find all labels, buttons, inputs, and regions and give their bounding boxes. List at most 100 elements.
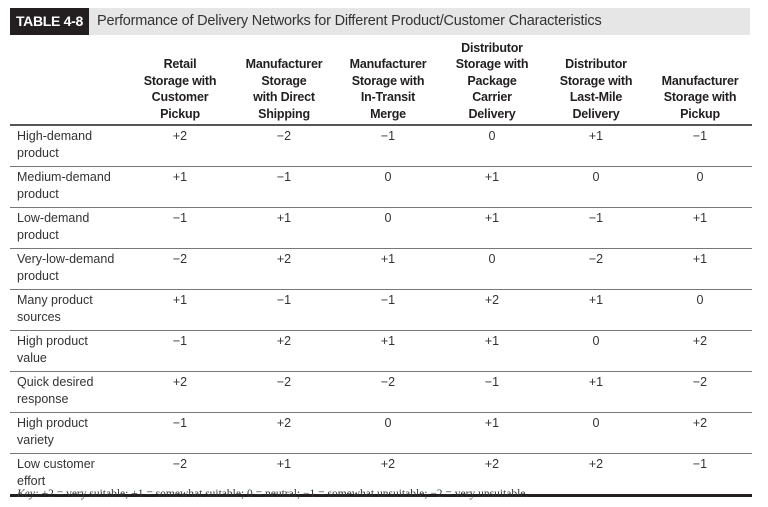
column-header-line: Merge [370,106,406,121]
rating-cell: +2 [232,412,336,454]
rating-cell: +1 [232,453,336,497]
rating-cell: −1 [128,330,232,372]
rating-cell: +1 [128,289,232,331]
column-header-line: Storage with [143,73,217,88]
table-row: Medium-demand product +1 −1 0 +1 0 0 [10,166,752,208]
table-row: High-demand product +2 −2 −1 0 +1 −1 [10,125,752,167]
table-key: Key: +2 = very suitable; +1 = somewhat s… [17,488,528,500]
rating-cell: −2 [128,453,232,497]
row-label-line: product [17,146,59,160]
rating-cell: +2 [232,248,336,290]
row-label-line: product [17,228,59,242]
column-header-line: Delivery [572,106,620,121]
row-label-line: product [17,269,59,283]
column-header-line: Carrier [472,90,512,104]
row-label: Many product sources [10,289,128,331]
column-header: Distributor Storage with Last-Mile Delivery [544,37,648,126]
table-row: Very-low-demand product −2 +2 +1 0 −2 +1 [10,248,752,290]
table-row: Quick desired response +2 −2 −2 −1 +1 −2 [10,371,752,413]
column-header-line: Pickup [680,106,720,121]
rating-cell: +1 [440,412,544,454]
row-label-line: Low-demand [17,211,90,225]
rating-cell: −1 [648,125,752,167]
column-header-line: Storage [261,73,307,88]
column-header-line: Customer [151,90,209,104]
rating-cell: +1 [440,166,544,208]
column-header-line: Shipping [258,106,310,121]
rating-cell: +2 [648,412,752,454]
row-label: Medium-demand product [10,166,128,208]
column-header: Manufacturer Storage with In-Transit Merge [336,37,440,126]
header-row: Retail Storage with Customer Pickup Manufact… [10,37,752,126]
rating-cell: −1 [128,207,232,249]
header-corner [10,37,128,126]
rating-cell: +1 [128,166,232,208]
column-header-line: Package [467,73,517,88]
rating-cell: +1 [544,289,648,331]
row-label-line: Medium-demand [17,170,111,184]
row-label: Low-demand product [10,207,128,249]
rating-cell: +2 [440,453,544,497]
rating-cell: +1 [336,330,440,372]
table-title: Performance of Delivery Networks for Dif… [97,13,602,29]
rating-cell: 0 [336,412,440,454]
rating-cell: −2 [336,371,440,413]
column-header-line: Manufacturer [661,73,739,88]
rating-cell: −1 [648,453,752,497]
rating-cell: −1 [128,412,232,454]
column-header-line: Storage with [559,73,633,88]
rating-cell: 0 [440,248,544,290]
rating-cell: 0 [544,412,648,454]
rating-cell: −2 [128,248,232,290]
column-header-line: Storage with [455,57,529,71]
rating-cell: +1 [440,207,544,249]
rating-cell: +1 [336,248,440,290]
column-header-line: Retail [163,57,197,71]
rating-cell: 0 [336,207,440,249]
key-text: +2 = very suitable; +1 = somewhat suitab… [38,488,529,500]
table-row: Many product sources +1 −1 −1 +2 +1 0 [10,289,752,331]
rating-cell: −1 [232,289,336,331]
table-title-bar: TABLE 4-8 Performance of Delivery Networ… [10,8,750,35]
row-label-line: Low customer [17,457,95,471]
row-label-line: High-demand [17,129,93,143]
column-header-line: Distributor [461,40,523,55]
rating-cell: −1 [544,207,648,249]
row-label-line: High product [17,416,88,430]
rating-cell: +2 [544,453,648,497]
row-label-line: Quick desired [17,375,94,389]
rating-cell: +2 [128,371,232,413]
row-label: Low customer effort [10,453,128,497]
column-header-line: In-Transit [360,90,416,104]
column-header-line: with Direct [253,90,315,104]
rating-cell: −1 [336,125,440,167]
rating-cell: +1 [544,371,648,413]
rating-cell: 0 [648,166,752,208]
rating-cell: 0 [440,125,544,167]
rating-cell: +1 [440,330,544,372]
rating-cell: +2 [128,125,232,167]
row-label-line: Very-low-demand [17,252,115,266]
rating-cell: +2 [648,330,752,372]
row-label-line: value [17,351,47,365]
column-header: Distributor Storage with Package Carrier Del… [440,37,544,126]
column-header-line: Last-Mile [569,90,623,104]
rating-cell: −2 [648,371,752,413]
row-label: Very-low-demand product [10,248,128,290]
column-header-line: Storage with [663,90,737,104]
column-header-line: Delivery [468,106,516,121]
row-label: High-demand product [10,125,128,167]
table-row: Low-demand product −1 +1 0 +1 −1 +1 [10,207,752,249]
column-header-line: Manufacturer [245,57,323,71]
rating-cell: −2 [232,371,336,413]
table-row: High product value −1 +2 +1 +1 0 +2 [10,330,752,372]
rating-cell: −1 [440,371,544,413]
row-label-line: sources [17,310,61,324]
column-header: Manufacturer Storage with Direct Shipping [232,37,336,126]
rating-cell: +2 [440,289,544,331]
rating-cell: +2 [232,330,336,372]
row-label: High product value [10,330,128,372]
row-label-line: variety [17,433,54,447]
rating-cell: 0 [544,330,648,372]
table-row: Low customer effort −2 +1 +2 +2 +2 −1 [10,453,752,497]
